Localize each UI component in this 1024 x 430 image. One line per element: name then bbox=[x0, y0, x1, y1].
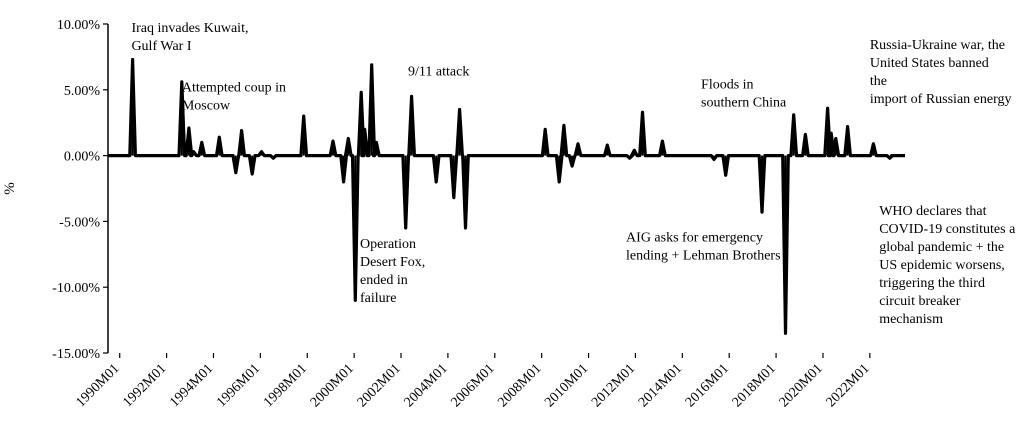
y-axis: 10.00% 5.00% 0.00% -5.00% -10.00% -15.00%% bbox=[2, 18, 109, 362]
annotation-line: import of Russian energy bbox=[870, 92, 1012, 107]
series-line bbox=[108, 57, 905, 335]
annotation-line: Desert Fox, bbox=[360, 255, 425, 270]
annotation-line: Russia-Ukraine war, the bbox=[870, 38, 1005, 53]
x-tick-label: 2014M01 bbox=[636, 361, 685, 410]
x-tick-label: 2020M01 bbox=[777, 361, 826, 410]
x-tick-label: 2022M01 bbox=[824, 361, 873, 410]
x-tick-label: 2000M01 bbox=[308, 361, 357, 410]
annotation-line: ended in bbox=[360, 273, 408, 288]
y-axis-label: % bbox=[2, 182, 18, 195]
annotation-line: the bbox=[870, 74, 887, 89]
x-tick-label: 1996M01 bbox=[214, 361, 263, 410]
annotation-line: Operation bbox=[360, 237, 416, 252]
x-tick-label: 2018M01 bbox=[730, 361, 779, 410]
x-tick-label: 2004M01 bbox=[402, 361, 451, 410]
annotations: Iraq invades Kuwait, Gulf War I Attempted … bbox=[131, 21, 1016, 327]
annotation-line: WHO declares that bbox=[879, 204, 986, 219]
annotation-line: triggering the third bbox=[879, 276, 985, 291]
annotation-line: Floods in bbox=[701, 78, 754, 93]
y-tick-label: -5.00% bbox=[59, 215, 100, 230]
y-tick-label: -15.00% bbox=[52, 347, 100, 362]
x-tick-label: 2010M01 bbox=[542, 361, 591, 410]
y-tick-label: 0.00% bbox=[64, 150, 101, 165]
annotation-line: Gulf War I bbox=[131, 39, 191, 54]
annotation-line: Iraq invades Kuwait, bbox=[131, 21, 248, 36]
x-tick-label: 1998M01 bbox=[261, 361, 310, 410]
x-tick-label: 1994M01 bbox=[167, 361, 216, 410]
annotation-line: southern China bbox=[701, 96, 787, 111]
x-tick-label: 2008M01 bbox=[495, 361, 544, 410]
annotation: Attempted coup in Moscow bbox=[182, 80, 286, 113]
x-tick-label: 2006M01 bbox=[448, 361, 497, 410]
x-tick-label: 1990M01 bbox=[73, 361, 122, 410]
annotation-line: United States banned bbox=[870, 56, 989, 71]
annotation: WHO declares that COVID-19 constitutes a g… bbox=[879, 204, 1016, 327]
annotation-line: circuit breaker bbox=[879, 294, 961, 309]
annotation-line: US epidemic worsens, bbox=[879, 258, 1005, 273]
annotation-line: mechanism bbox=[879, 312, 943, 327]
x-tick-label: 2002M01 bbox=[355, 361, 404, 410]
annotation-line: lending + Lehman Brothers bbox=[626, 248, 780, 263]
x-tick-label: 2016M01 bbox=[683, 361, 732, 410]
x-axis: 1990M011992M011994M011996M011998M012000M… bbox=[73, 353, 873, 410]
annotation: Iraq invades Kuwait, Gulf War I bbox=[131, 21, 248, 54]
plot-area bbox=[108, 57, 905, 335]
y-tick-label: -10.00% bbox=[52, 281, 100, 296]
annotation-line: Moscow bbox=[182, 98, 231, 113]
y-tick-label: 5.00% bbox=[64, 84, 101, 99]
annotation: AIG asks for emergency lending + Lehman B… bbox=[626, 230, 780, 263]
annotation-line: failure bbox=[360, 291, 397, 306]
x-tick-label: 1992M01 bbox=[120, 361, 169, 410]
annotation: 9/11 attack bbox=[408, 64, 469, 79]
annotation: Operation Desert Fox, ended in failure bbox=[360, 237, 425, 306]
annotation-line: COVID-19 constitutes a bbox=[879, 222, 1016, 237]
annotation-line: AIG asks for emergency bbox=[626, 230, 763, 245]
annotation-line: 9/11 attack bbox=[408, 64, 469, 79]
y-tick-label: 10.00% bbox=[57, 18, 101, 33]
annotation-line: global pandemic + the bbox=[879, 240, 1004, 255]
annotation: Russia-Ukraine war, the United States ban… bbox=[870, 38, 1012, 107]
x-tick-label: 2012M01 bbox=[589, 361, 638, 410]
annotation-line: Attempted coup in bbox=[182, 80, 286, 95]
annotation: Floods in southern China bbox=[701, 78, 787, 111]
